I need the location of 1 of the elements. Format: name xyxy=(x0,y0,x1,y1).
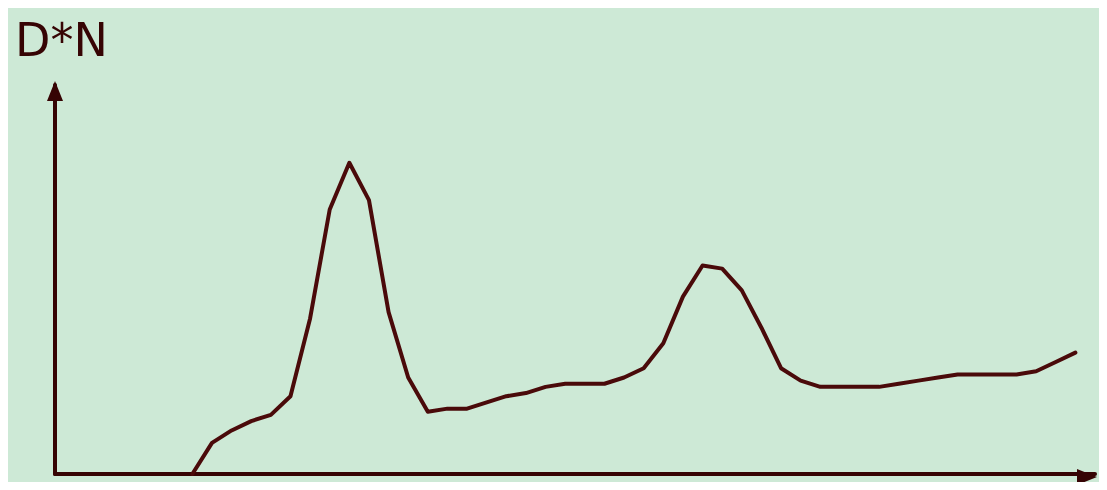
y-axis-title: D*N xyxy=(15,13,108,67)
